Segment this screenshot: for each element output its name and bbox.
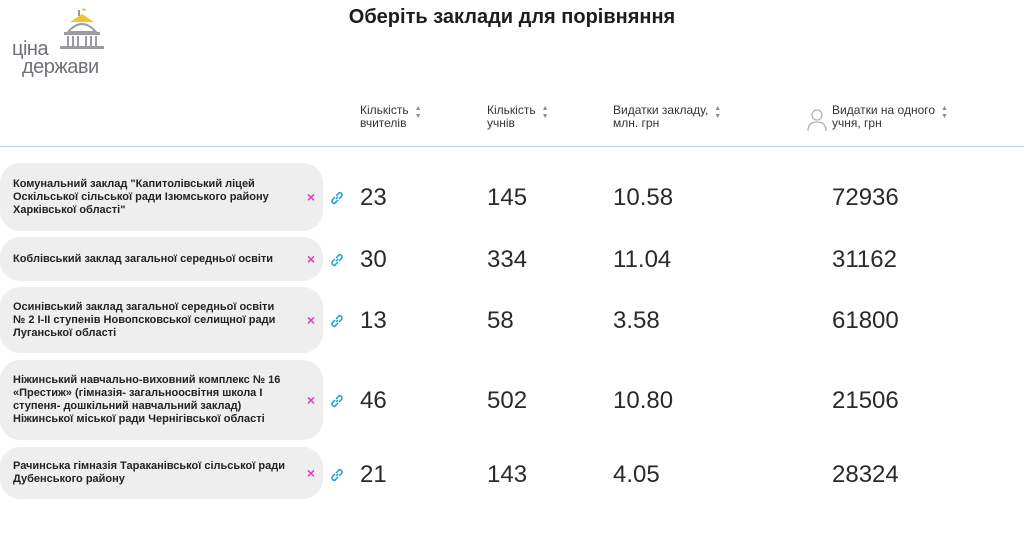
school-pill: Ніжинський навчально-виховний комплекс №…	[0, 360, 323, 440]
link-icon[interactable]	[330, 394, 344, 408]
teachers-count: 21	[360, 461, 387, 488]
students-count: 58	[487, 307, 514, 334]
sort-icon[interactable]: ▲ ▼	[714, 105, 721, 121]
column-header-students-line1: Кількість	[487, 103, 536, 117]
logo-text-line2: держави	[22, 56, 99, 78]
per-student-value: 31162	[832, 246, 897, 273]
remove-icon[interactable]: ×	[306, 251, 315, 267]
parliament-building-icon	[60, 8, 104, 49]
per-student-value: 28324	[832, 461, 899, 488]
link-icon[interactable]	[330, 253, 344, 267]
students-count: 334	[487, 246, 528, 273]
link-icon[interactable]	[330, 468, 344, 482]
sort-up-icon[interactable]: ▲	[941, 105, 948, 112]
column-header-expenses-line1: Видатки закладу,	[613, 103, 709, 117]
column-header-expenses-line2: млн. грн	[613, 116, 660, 130]
table-row: Коблівський заклад загальної середньої о…	[0, 237, 1024, 281]
sort-icon[interactable]: ▲ ▼	[415, 105, 422, 121]
table-row: Ніжинський навчально-виховний комплекс №…	[0, 360, 1024, 440]
school-pill: Комунальний заклад "Капитолівський ліцей…	[0, 163, 323, 231]
sort-icon[interactable]: ▲ ▼	[941, 105, 948, 121]
school-pill: Рачинська гімназія Тараканівської сільсь…	[0, 447, 323, 499]
sort-down-icon[interactable]: ▼	[714, 113, 722, 120]
remove-icon[interactable]: ×	[306, 312, 315, 328]
school-name: Рачинська гімназія Тараканівської сільсь…	[13, 460, 285, 485]
remove-icon[interactable]: ×	[306, 392, 315, 408]
expenses-value: 10.58	[613, 184, 674, 211]
school-name: Коблівський заклад загальної середньої о…	[13, 252, 274, 265]
teachers-count: 46	[360, 387, 387, 414]
column-header-per-student[interactable]: Видатки на одного учня, грн ▲ ▼	[832, 104, 948, 130]
school-pill: Коблівський заклад загальної середньої о…	[0, 237, 323, 281]
teachers-count: 13	[360, 307, 387, 334]
remove-icon[interactable]: ×	[306, 465, 315, 481]
school-name: Осинівський заклад загальної середньої о…	[13, 300, 276, 339]
expenses-value: 3.58	[613, 307, 660, 334]
school-pill: Осинівський заклад загальної середньої о…	[0, 287, 323, 353]
expenses-value: 10.80	[613, 387, 674, 414]
logo[interactable]: ціна держави	[12, 8, 112, 78]
school-name: Комунальний заклад "Капитолівський ліцей…	[13, 177, 269, 216]
sort-up-icon[interactable]: ▲	[541, 105, 549, 112]
teachers-count: 30	[360, 246, 387, 273]
school-name: Ніжинський навчально-виховний комплекс №…	[13, 374, 281, 425]
students-count: 145	[487, 184, 528, 211]
column-header-per-student-line1: Видатки на одного	[832, 103, 936, 117]
person-icon	[807, 109, 827, 132]
sort-icon[interactable]: ▲ ▼	[542, 105, 549, 121]
page-title: Оберіть заклади для порівняння	[348, 6, 676, 28]
per-student-value: 72936	[832, 184, 899, 211]
table-row: Рачинська гімназія Тараканівської сільсь…	[0, 447, 1024, 499]
expenses-value: 11.04	[613, 246, 672, 273]
column-header-expenses[interactable]: Видатки закладу, млн. грн ▲ ▼	[613, 104, 721, 130]
students-count: 502	[487, 387, 528, 414]
sort-up-icon[interactable]: ▲	[414, 105, 422, 112]
sort-down-icon[interactable]: ▼	[541, 113, 549, 120]
header-divider	[0, 146, 1024, 147]
table-row: Комунальний заклад "Капитолівський ліцей…	[0, 163, 1024, 231]
teachers-count: 23	[360, 184, 387, 211]
column-header-teachers-line2: вчителів	[360, 116, 407, 130]
table-row: Осинівський заклад загальної середньої о…	[0, 287, 1024, 353]
sort-down-icon[interactable]: ▼	[414, 113, 422, 120]
per-student-value: 21506	[832, 387, 899, 414]
column-header-teachers[interactable]: Кількість вчителів ▲ ▼	[360, 104, 422, 130]
expenses-value: 4.05	[613, 461, 660, 488]
sort-up-icon[interactable]: ▲	[714, 105, 722, 112]
link-icon[interactable]	[330, 314, 344, 328]
per-student-value: 61800	[832, 307, 899, 334]
logo-text-line1: ціна	[12, 38, 49, 60]
column-header-students-line2: учнів	[487, 116, 515, 130]
column-header-students[interactable]: Кількість учнів ▲ ▼	[487, 104, 549, 130]
students-count: 143	[487, 461, 528, 488]
sort-down-icon[interactable]: ▼	[941, 113, 948, 120]
remove-icon[interactable]: ×	[306, 189, 315, 205]
link-icon[interactable]	[330, 191, 344, 205]
column-header-per-student-line2: учня, грн	[832, 116, 882, 130]
column-header-teachers-line1: Кількість	[360, 103, 409, 117]
